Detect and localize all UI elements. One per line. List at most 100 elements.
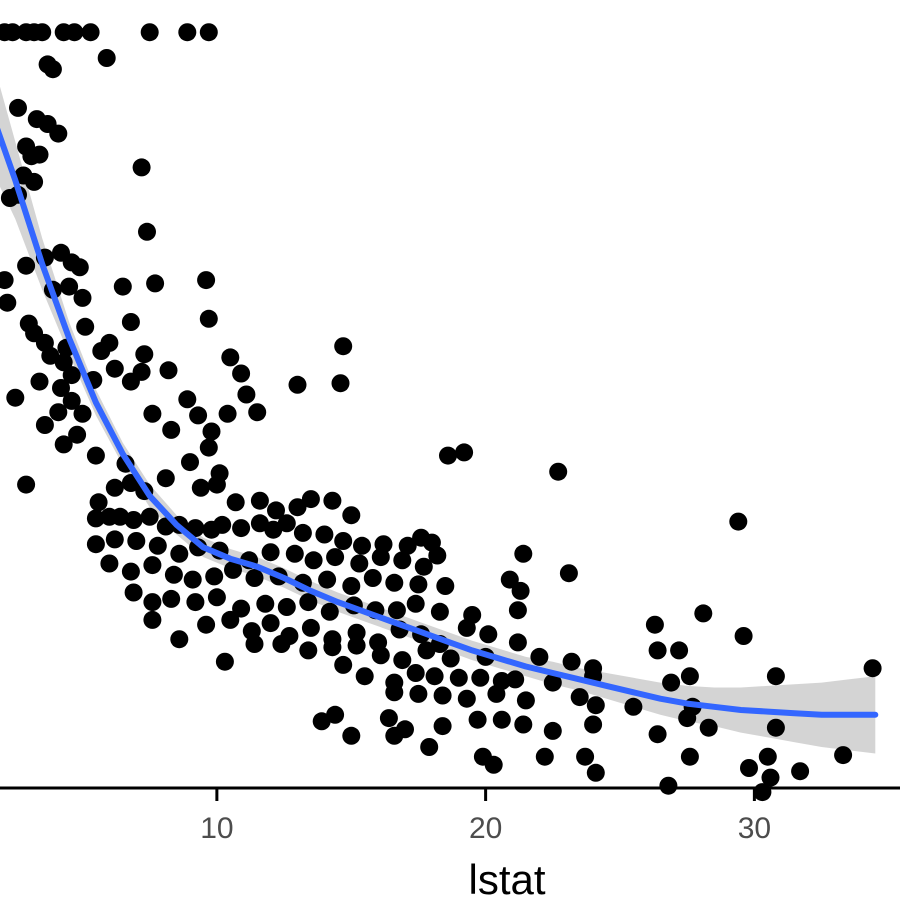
data-point <box>425 667 444 686</box>
data-point <box>624 697 643 716</box>
x-axis-ticks: 10 20 30 <box>200 788 771 845</box>
data-point <box>535 747 554 766</box>
data-point <box>326 548 345 567</box>
data-point <box>487 684 506 703</box>
data-point <box>659 776 678 795</box>
data-point <box>409 575 428 594</box>
data-point <box>272 635 291 653</box>
data-point <box>371 548 390 567</box>
data-point <box>334 655 353 674</box>
data-point <box>516 691 535 710</box>
data-point <box>164 565 183 584</box>
data-point <box>420 738 439 756</box>
data-point <box>105 530 124 549</box>
data-point <box>301 618 320 637</box>
data-point <box>334 532 353 550</box>
data-point <box>148 536 167 555</box>
data-point <box>52 379 70 397</box>
data-point <box>121 562 140 581</box>
data-point <box>256 594 275 613</box>
x-axis-title: lstat <box>468 856 545 900</box>
data-point <box>791 762 810 781</box>
data-point <box>49 403 68 422</box>
data-point <box>54 435 73 454</box>
data-point <box>113 277 132 296</box>
data-point <box>221 348 240 367</box>
data-point <box>33 23 52 42</box>
data-point <box>277 514 296 533</box>
data-point <box>43 60 62 79</box>
data-point <box>514 715 533 734</box>
data-point <box>226 493 245 512</box>
data-point <box>398 536 417 555</box>
data-point <box>197 615 216 634</box>
data-point <box>0 293 17 312</box>
data-point <box>181 453 199 472</box>
data-point <box>3 23 22 42</box>
data-point <box>347 623 366 642</box>
data-point <box>121 372 140 391</box>
x-tick-label: 30 <box>738 812 771 845</box>
data-point <box>138 222 156 241</box>
data-point <box>758 747 777 766</box>
data-point <box>363 569 382 587</box>
data-point <box>178 23 197 42</box>
data-point <box>288 375 307 394</box>
data-point <box>323 638 342 657</box>
data-point <box>734 627 753 645</box>
data-point <box>318 570 337 589</box>
data-point <box>347 636 366 655</box>
data-point <box>86 446 105 465</box>
data-point <box>156 469 175 488</box>
data-point <box>140 507 159 526</box>
data-point <box>648 725 667 744</box>
data-point <box>559 564 578 583</box>
smooth-line-layer <box>0 127 879 718</box>
data-point <box>186 593 205 612</box>
data-point <box>205 567 224 586</box>
data-point <box>433 686 452 705</box>
data-point <box>645 615 664 634</box>
data-point <box>729 512 748 531</box>
data-point <box>65 23 84 42</box>
data-point <box>334 337 353 356</box>
data-point <box>449 668 468 687</box>
data-point <box>178 390 197 409</box>
data-point <box>135 345 154 364</box>
data-point <box>414 557 433 576</box>
data-point <box>863 659 882 678</box>
data-point <box>250 514 269 533</box>
data-point <box>299 641 318 660</box>
data-point <box>492 710 511 729</box>
data-point <box>100 554 119 573</box>
data-point <box>162 589 181 608</box>
data-point <box>6 388 25 407</box>
data-point <box>143 610 162 629</box>
data-point <box>17 475 36 494</box>
data-point <box>132 158 151 177</box>
data-point <box>245 635 264 653</box>
data-point <box>586 696 605 715</box>
data-point <box>293 523 312 542</box>
data-point <box>326 705 345 724</box>
data-point <box>183 570 202 589</box>
data-point <box>170 544 189 563</box>
data-point <box>207 475 226 494</box>
data-point <box>97 49 116 67</box>
data-point <box>54 353 73 372</box>
data-point <box>261 614 280 633</box>
data-point <box>232 519 251 538</box>
data-point <box>315 525 334 544</box>
data-point <box>543 721 562 740</box>
data-point <box>506 670 525 689</box>
data-point <box>304 551 323 570</box>
data-point <box>170 630 189 649</box>
data-point <box>140 23 159 42</box>
data-point <box>207 588 226 607</box>
data-point <box>215 652 234 671</box>
data-point <box>62 366 81 385</box>
data-point <box>331 374 350 393</box>
data-point <box>670 641 689 660</box>
data-point <box>143 556 162 575</box>
data-point <box>387 601 406 620</box>
